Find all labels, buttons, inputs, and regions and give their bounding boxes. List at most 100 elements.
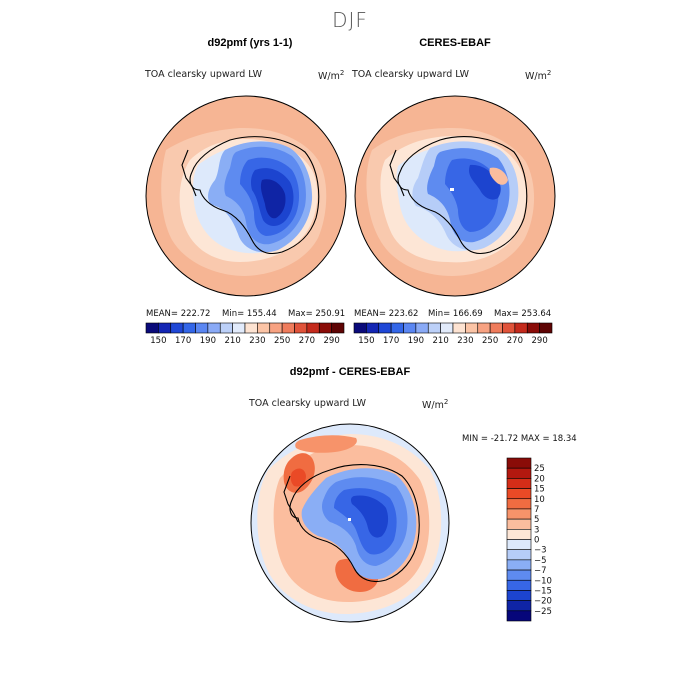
- colorbar-tick-label: 250: [482, 336, 498, 346]
- panel1-variable: TOA clearsky upward LW: [145, 69, 263, 80]
- colorbar-swatch: [269, 322, 283, 334]
- colorbar-tick-label: 290: [324, 336, 340, 346]
- panel1-max: Max= 250.91: [288, 309, 346, 319]
- colorbar-tick-label: −7: [534, 566, 547, 576]
- colorbar-swatch: [506, 529, 532, 540]
- colorbar-swatch: [506, 508, 532, 520]
- colorbar-swatch: [506, 549, 532, 561]
- colorbar-swatch: [281, 322, 295, 334]
- colorbar-tick-label: 20: [534, 474, 545, 484]
- colorbar-swatch: [506, 600, 532, 612]
- colorbar-swatch: [170, 322, 184, 334]
- colorbar-swatch: [195, 322, 209, 334]
- panel2-max: Max= 253.64: [494, 309, 552, 319]
- panel1-map: [146, 96, 346, 296]
- panel1-title: d92pmf (yrs 1-1): [207, 37, 293, 49]
- panel3-map: [251, 424, 449, 622]
- colorbar-swatch: [366, 322, 380, 334]
- panel3-units: W/m2: [422, 398, 449, 412]
- figure-title: DJF: [332, 8, 368, 32]
- colorbar-swatch: [477, 322, 491, 334]
- colorbar-tick-label: −25: [534, 607, 552, 617]
- colorbar-swatch: [452, 322, 466, 334]
- panel2-title: CERES-EBAF: [419, 37, 491, 49]
- colorbar-swatch: [331, 322, 345, 334]
- colorbar-panel2: 150 170 190 210 230 250 270 290: [353, 322, 553, 346]
- colorbar-swatch: [506, 498, 532, 510]
- colorbar-tick-label: 25: [534, 464, 545, 474]
- panel1-mean: MEAN= 222.72: [146, 309, 211, 319]
- colorbar-tick-label: 7: [534, 505, 539, 515]
- colorbar-swatch: [506, 457, 532, 469]
- colorbar-swatch: [506, 488, 532, 500]
- colorbar-swatch: [415, 322, 429, 334]
- colorbar-tick-label: 170: [383, 336, 399, 346]
- colorbar-swatch: [219, 322, 233, 334]
- colorbar-tick-label: −15: [534, 586, 552, 596]
- colorbar-tick-label: 3: [534, 525, 539, 535]
- colorbar-tick-label: 15: [534, 485, 545, 495]
- colorbar-swatch: [145, 322, 159, 334]
- panel1-min: Min= 155.44: [222, 309, 277, 319]
- colorbar-swatch: [506, 518, 532, 530]
- colorbar-swatch: [182, 322, 196, 334]
- colorbar-swatch: [506, 467, 532, 479]
- colorbar-swatch: [506, 590, 532, 601]
- colorbar-swatch: [526, 322, 540, 334]
- colorbar-swatch: [440, 322, 454, 334]
- panel2-map: [355, 96, 555, 296]
- colorbar-tick-label: −20: [534, 597, 552, 607]
- panel3-minmax: MIN = -21.72 MAX = 18.34: [462, 434, 577, 444]
- colorbar-tick-label: 290: [532, 336, 548, 346]
- colorbar-tick-label: 150: [358, 336, 374, 346]
- colorbar-swatch: [489, 322, 503, 334]
- colorbar-tick-label: −10: [534, 576, 552, 586]
- colorbar-swatch: [232, 322, 246, 334]
- colorbar-swatch: [158, 322, 172, 334]
- colorbar-swatch: [403, 322, 417, 334]
- colorbar-tick-label: 0: [534, 536, 539, 546]
- panel3-title: d92pmf - CERES-EBAF: [289, 366, 411, 378]
- colorbar-swatch: [502, 322, 516, 334]
- colorbar-swatch: [506, 539, 532, 550]
- colorbar-tick-label: 190: [200, 336, 216, 346]
- colorbar-swatch: [390, 322, 404, 334]
- colorbar-swatch: [514, 322, 528, 334]
- colorbar-tick-label: −5: [534, 556, 547, 566]
- colorbar-swatch: [306, 322, 320, 334]
- colorbar-tick-label: 210: [433, 336, 449, 346]
- colorbar-tick-label: 5: [534, 515, 539, 525]
- colorbar-tick-label: 230: [457, 336, 473, 346]
- colorbar-panel1: 150 170 190 210 230 250 270 290: [145, 322, 345, 346]
- colorbar-tick-label: 210: [225, 336, 241, 346]
- panel2-mean: MEAN= 223.62: [354, 309, 419, 319]
- colorbar-tick-label: 150: [150, 336, 166, 346]
- colorbar-swatch: [465, 322, 479, 334]
- colorbar-tick-label: 270: [507, 336, 523, 346]
- panel3-variable: TOA clearsky upward LW: [249, 398, 367, 409]
- colorbar-swatch: [506, 579, 532, 591]
- panel2-units: W/m2: [525, 69, 552, 83]
- colorbar-tick-label: 230: [249, 336, 265, 346]
- panel2-min: Min= 166.69: [428, 309, 483, 319]
- colorbar-swatch: [353, 322, 367, 334]
- colorbar-swatch: [257, 322, 271, 334]
- colorbar-swatch: [207, 322, 221, 334]
- colorbar-tick-label: 10: [534, 495, 545, 505]
- colorbar-swatch: [539, 322, 553, 334]
- panel2-variable: TOA clearsky upward LW: [352, 69, 470, 80]
- colorbar-swatch: [378, 322, 392, 334]
- colorbar-swatch: [427, 322, 441, 334]
- panel1-units: W/m2: [318, 69, 345, 83]
- colorbar-tick-label: −3: [534, 546, 547, 556]
- colorbar-swatch: [506, 569, 532, 581]
- colorbar-tick-label: 170: [175, 336, 191, 346]
- colorbar-tick-label: 270: [299, 336, 315, 346]
- colorbar-swatch: [294, 322, 308, 334]
- colorbar-tick-label: 250: [274, 336, 290, 346]
- colorbar-tick-label: 190: [408, 336, 424, 346]
- colorbar-swatch: [244, 322, 258, 334]
- colorbar-swatch: [506, 478, 532, 489]
- colorbar-swatch: [506, 559, 532, 571]
